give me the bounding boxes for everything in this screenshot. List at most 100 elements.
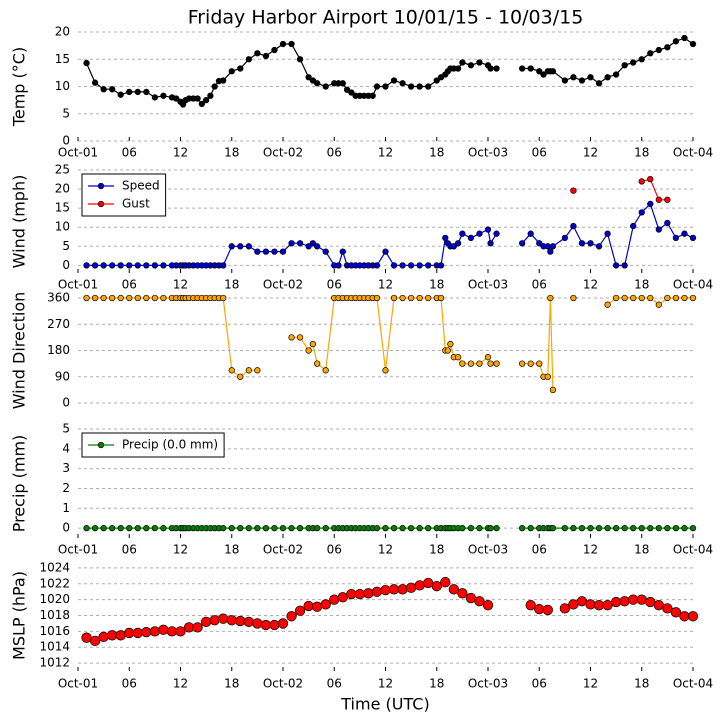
marker [277,618,289,629]
x-axis-label: Time (UTC) [340,695,429,714]
marker [245,243,252,250]
marker [493,524,500,532]
marker [647,176,654,183]
marker [487,360,494,367]
marker [638,524,645,532]
marker [141,627,152,638]
y-tick-label: 1 [62,501,70,515]
x-tick-label: 12 [378,677,393,691]
y-tick-label: 1020 [39,592,70,606]
marker [91,262,99,269]
marker [126,294,133,302]
marker [109,262,116,269]
marker [664,44,671,51]
marker [183,622,195,633]
marker [151,262,159,269]
marker [288,40,295,48]
marker [407,294,415,302]
y-tick-label: 25 [55,163,70,177]
x-tick-label: 18 [634,146,649,160]
marker [459,59,466,66]
marker [303,600,314,612]
marker [416,294,423,302]
x-tick-label: Oct-04 [673,677,713,691]
marker [363,588,374,599]
marker [487,65,494,72]
marker [476,524,483,532]
marker [612,524,620,532]
marker [457,588,468,599]
legend-label: Precip (0.0 mm) [122,438,218,452]
marker [117,91,124,98]
marker [425,294,432,302]
marker [91,524,99,532]
marker [228,524,235,532]
marker [578,77,586,84]
marker [540,71,547,78]
marker [143,88,150,96]
marker [544,373,551,380]
marker [207,92,214,99]
x-tick-label: 06 [122,543,137,557]
y-tick-label: 1016 [39,624,70,638]
marker [390,262,398,269]
marker [447,340,454,348]
x-tick-label: 12 [173,278,188,292]
marker [126,262,133,269]
marker [382,83,389,90]
marker [595,80,603,87]
marker [245,56,252,63]
marker [322,83,329,90]
marker [390,77,398,84]
x-tick-label: 18 [429,146,444,160]
marker [525,600,536,611]
marker [305,243,312,250]
marker [612,262,620,269]
marker [382,367,389,374]
marker [380,584,391,596]
marker [320,599,331,610]
marker [160,294,167,302]
marker [440,577,451,588]
marker [100,262,107,269]
x-tick-label: 06 [532,543,547,557]
marker [604,74,611,81]
marker [312,601,323,612]
marker [81,632,92,643]
marker [570,524,577,532]
marker [220,294,227,302]
marker [638,56,645,63]
x-tick-label: Oct-01 [58,677,98,691]
x-tick-label: 06 [327,677,342,691]
marker [220,262,227,269]
marker [382,248,389,255]
x-tick-label: 18 [224,146,239,160]
y-tick-label: 2 [62,481,70,495]
marker [371,586,383,597]
marker [390,524,398,532]
x-tick-label: 18 [429,543,444,557]
marker [117,524,124,532]
marker [570,74,577,81]
x-tick-label: 18 [634,278,649,292]
x-tick-label: 12 [173,543,188,557]
marker [91,79,99,86]
marker [151,94,159,101]
marker [335,262,342,269]
x-tick-label: 12 [583,278,598,292]
marker [254,50,261,57]
y-tick-label: 10 [55,220,70,234]
marker [664,524,671,532]
marker [354,588,366,600]
marker [329,594,340,605]
marker [442,234,449,242]
marker [399,524,406,532]
marker [487,240,494,247]
series-line [641,178,668,201]
y-tick-label: 1012 [39,656,70,670]
marker [414,580,425,591]
marker [322,248,329,255]
x-tick-label: 06 [327,146,342,160]
marker [476,230,483,237]
